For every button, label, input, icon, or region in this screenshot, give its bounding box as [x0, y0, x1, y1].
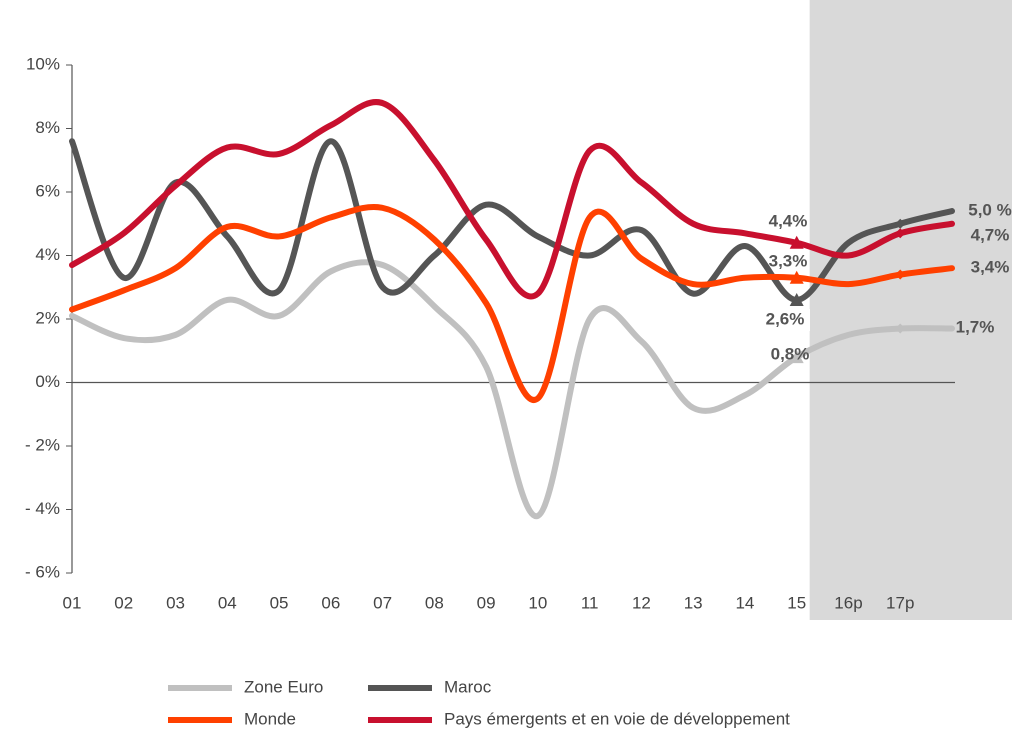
y-tick-label: - 2%: [25, 435, 60, 454]
legend-label: Monde: [244, 709, 296, 728]
y-tick-label: 4%: [35, 245, 60, 264]
series-line: [69, 259, 955, 519]
x-tick-label: 07: [373, 593, 392, 612]
triangle-marker: [789, 292, 804, 306]
diamond-marker: [895, 323, 906, 334]
legend-label: Pays émergents et en voie de développeme…: [444, 709, 790, 728]
forecast-area: [809, 0, 1012, 620]
y-tick-label: - 6%: [25, 562, 60, 581]
x-tick-label: 08: [425, 593, 444, 612]
triangle-marker: [789, 235, 804, 249]
x-tick-label: 01: [63, 593, 82, 612]
legend-label: Maroc: [444, 677, 492, 696]
x-tick-label: 13: [684, 593, 703, 612]
x-tick-label: 03: [166, 593, 185, 612]
diamond-marker: [895, 269, 906, 280]
legend-label: Zone Euro: [244, 677, 323, 696]
series-line: [69, 138, 955, 303]
value-label: 2,6%: [766, 309, 805, 328]
value-label: 3,3%: [769, 251, 808, 270]
y-tick-label: 6%: [35, 181, 60, 200]
value-label: 4,4%: [769, 211, 808, 230]
y-tick-label: - 4%: [25, 499, 60, 518]
x-tick-label: 02: [114, 593, 133, 612]
x-tick-label: 15: [787, 593, 806, 612]
x-tick-label: 09: [477, 593, 496, 612]
diamond-marker: [895, 218, 906, 229]
value-label: 4,7%: [971, 225, 1010, 244]
x-tick-label: 10: [528, 593, 547, 612]
y-tick-label: 8%: [35, 118, 60, 137]
y-tick-label: 2%: [35, 308, 60, 327]
triangle-marker: [789, 350, 804, 364]
value-label: 0,8%: [771, 344, 810, 363]
x-tick-label: 16p: [834, 593, 862, 612]
x-tick-label: 11: [581, 593, 599, 612]
x-tick-label: 04: [218, 593, 237, 612]
triangle-marker: [789, 270, 804, 284]
y-tick-label: 0%: [35, 372, 60, 391]
value-label: 1,7%: [956, 317, 995, 336]
label-bg: [760, 309, 810, 331]
value-label: 3,4%: [971, 257, 1010, 276]
x-tick-label: 14: [735, 593, 754, 612]
diamond-marker: [895, 228, 906, 239]
value-label: 5,0 %: [968, 200, 1011, 219]
x-tick-label: 06: [321, 593, 340, 612]
x-tick-label: 05: [270, 593, 289, 612]
x-tick-label: 12: [632, 593, 651, 612]
y-tick-label: 10%: [26, 54, 60, 73]
x-tick-label: 17p: [886, 593, 914, 612]
